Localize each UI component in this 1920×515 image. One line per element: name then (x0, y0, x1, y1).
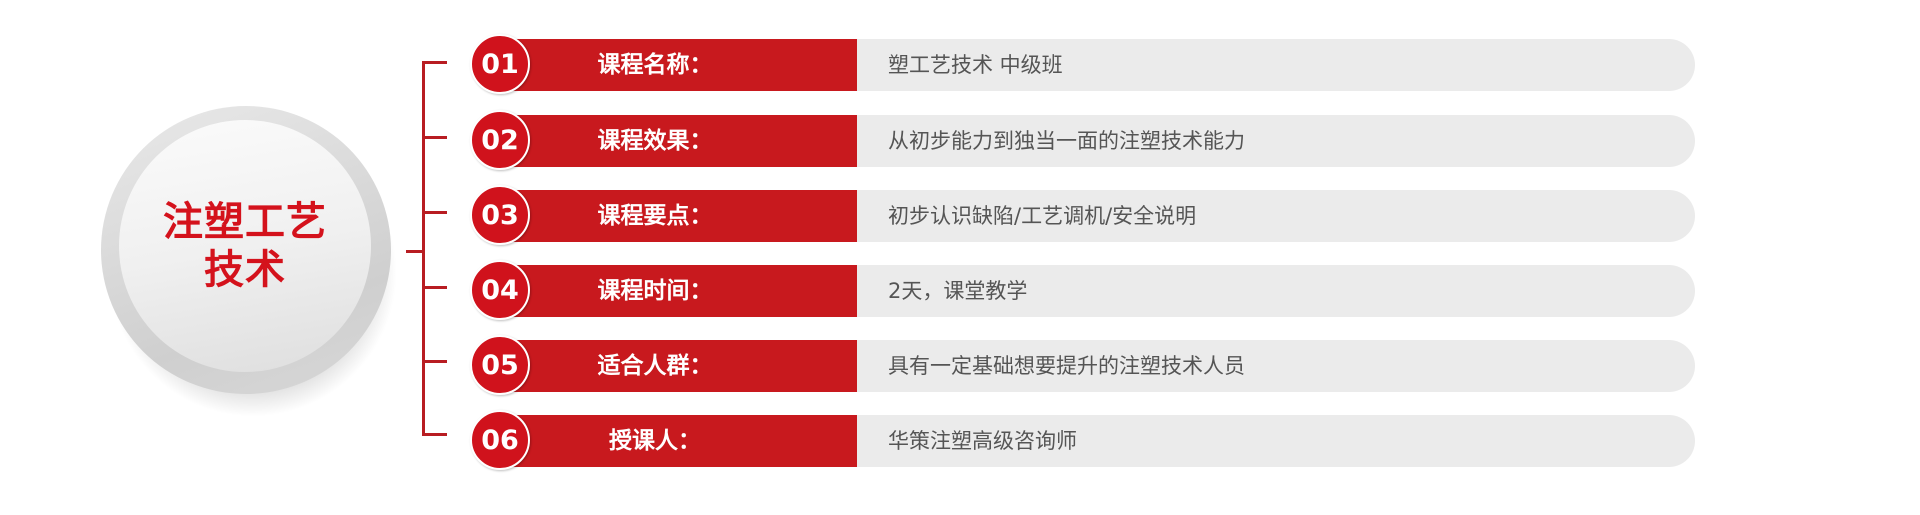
hub-inner-disc: 注塑工艺 技术 (119, 120, 371, 372)
row-value: 华策注塑高级咨询师 (888, 429, 1077, 453)
row-label: 适合人群： (597, 353, 713, 379)
row-instructor: 06 授课人： 华策注塑高级咨询师 (0, 410, 1920, 470)
bracket-tick (422, 136, 447, 139)
label-bar (505, 340, 857, 392)
bracket-tick (422, 360, 447, 363)
row-course-time: 04 课程时间： 2天，课堂教学 (0, 260, 1920, 320)
row-value: 具有一定基础想要提升的注塑技术人员 (888, 354, 1245, 378)
label-bar (505, 39, 857, 91)
hub-circle: 注塑工艺 技术 (101, 106, 391, 394)
bracket-tick (422, 211, 447, 214)
number-badge: 03 (470, 185, 530, 245)
row-course-points: 03 课程要点： 初步认识缺陷/工艺调机/安全说明 (0, 185, 1920, 245)
value-bar (857, 115, 1695, 167)
row-label: 课程要点： (597, 203, 713, 229)
number-badge: 04 (470, 260, 530, 320)
label-bar (505, 415, 857, 467)
row-label: 课程名称： (597, 52, 713, 78)
bracket-tick (422, 433, 447, 436)
row-label: 授课人： (609, 428, 701, 454)
hub-title-line-1: 注塑工艺 (163, 199, 327, 245)
row-label: 课程时间： (597, 278, 713, 304)
number-badge: 02 (470, 110, 530, 170)
number-badge: 01 (470, 34, 530, 94)
value-bar (857, 265, 1695, 317)
bracket-tick (422, 286, 447, 289)
value-bar (857, 39, 1695, 91)
row-value: 2天，课堂教学 (888, 279, 1028, 303)
label-bar (505, 190, 857, 242)
row-value: 塑工艺技术 中级班 (888, 53, 1063, 77)
value-bar (857, 190, 1695, 242)
number-badge: 06 (470, 410, 530, 470)
hub-title-line-2: 技术 (204, 247, 286, 293)
row-target-audience: 05 适合人群： 具有一定基础想要提升的注塑技术人员 (0, 335, 1920, 395)
bracket-tick (422, 61, 447, 64)
value-bar (857, 340, 1695, 392)
row-value: 从初步能力到独当一面的注塑技术能力 (888, 129, 1245, 153)
label-bar (505, 115, 857, 167)
row-course-name: 01 课程名称： 塑工艺技术 中级班 (0, 34, 1920, 94)
label-bar (505, 265, 857, 317)
bracket-line (422, 61, 425, 436)
row-label: 课程效果： (597, 128, 713, 154)
row-course-effect: 02 课程效果： 从初步能力到独当一面的注塑技术能力 (0, 110, 1920, 170)
number-badge: 05 (470, 335, 530, 395)
value-bar (857, 415, 1695, 467)
bracket-connector (406, 250, 423, 253)
row-value: 初步认识缺陷/工艺调机/安全说明 (888, 204, 1197, 228)
